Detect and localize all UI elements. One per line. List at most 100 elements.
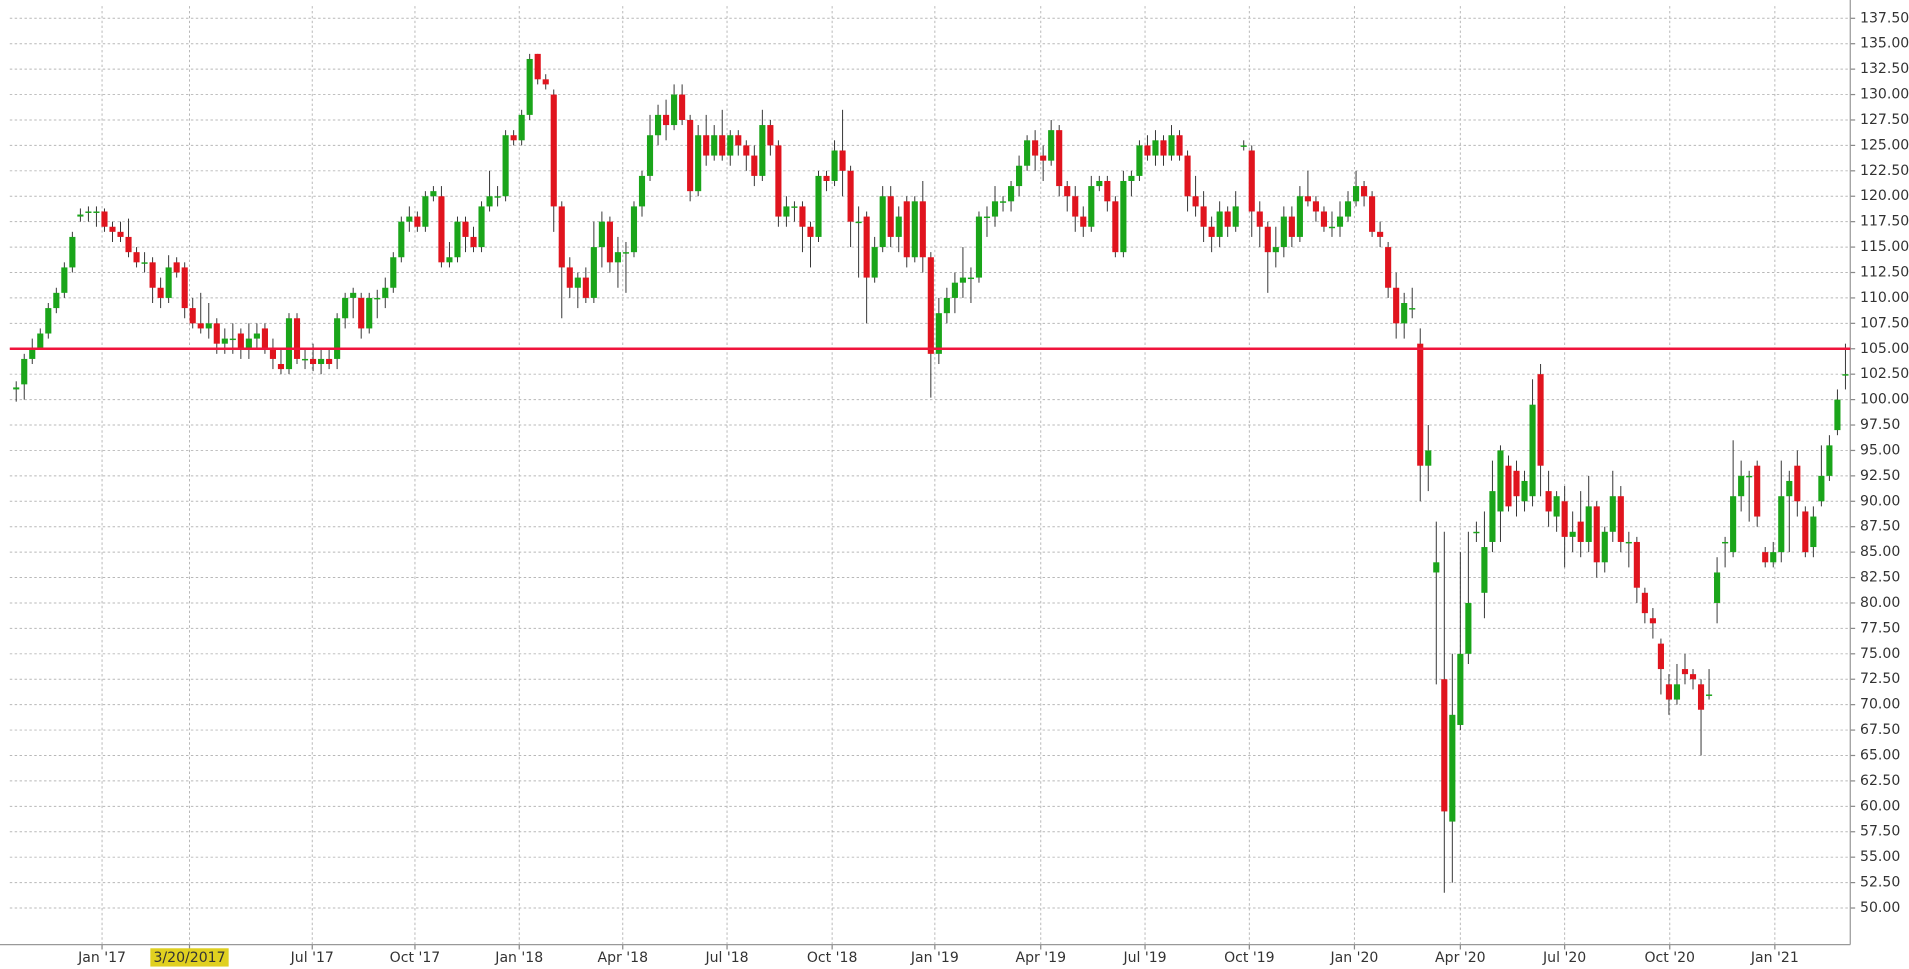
y-tick-label: 70.00 xyxy=(1860,697,1900,713)
candle-body xyxy=(213,323,220,344)
candle-body xyxy=(69,236,76,268)
candle-body xyxy=(534,53,541,80)
candle-body xyxy=(911,201,918,258)
y-tick-label: 55.00 xyxy=(1860,849,1900,865)
candle-body xyxy=(1168,135,1175,156)
candle-body xyxy=(903,201,910,258)
candle-body xyxy=(1056,130,1063,187)
candle-body xyxy=(454,221,461,258)
candle-body xyxy=(1593,506,1600,563)
candle-body xyxy=(1152,140,1159,156)
y-tick-label: 100.00 xyxy=(1860,392,1909,408)
candle-body xyxy=(45,308,52,334)
candle-body xyxy=(590,247,597,298)
candle-body xyxy=(1248,150,1255,212)
candle-body xyxy=(1714,572,1721,603)
candle-body xyxy=(1826,445,1833,476)
candle-body xyxy=(1738,475,1745,497)
candle-body xyxy=(350,292,357,298)
candle-body xyxy=(855,221,862,224)
y-tick-label: 50.00 xyxy=(1860,900,1900,916)
candle-body xyxy=(871,247,878,278)
candle-body xyxy=(1120,180,1127,253)
candle-body xyxy=(326,358,333,365)
candle-body xyxy=(1320,211,1328,227)
candle-body xyxy=(654,114,662,136)
candle-body xyxy=(1184,155,1191,197)
x-tick-label: Oct '19 xyxy=(1224,950,1275,966)
candle-body xyxy=(510,135,517,141)
candle-body xyxy=(1361,186,1368,197)
y-tick-label: 107.50 xyxy=(1860,315,1909,331)
candle-body xyxy=(679,94,686,120)
candle-body xyxy=(1264,226,1271,253)
candle-body xyxy=(606,221,613,263)
y-tick-label: 110.00 xyxy=(1860,290,1909,306)
candle-body xyxy=(1569,531,1576,537)
candle-body xyxy=(582,277,589,298)
y-tick-label: 60.00 xyxy=(1860,798,1900,814)
candle-body xyxy=(462,221,469,237)
candle-body xyxy=(999,201,1007,203)
candle-body xyxy=(807,226,814,237)
x-tick-label: Oct '20 xyxy=(1644,950,1695,966)
candle-body xyxy=(486,196,493,207)
y-tick-label: 85.00 xyxy=(1860,544,1900,560)
candle-body xyxy=(887,196,894,237)
candle-body xyxy=(101,211,108,227)
candle-body xyxy=(390,257,397,288)
candle-body xyxy=(1096,180,1103,187)
candle-body xyxy=(991,201,999,217)
candle-body xyxy=(1497,450,1504,512)
candle-body xyxy=(414,216,421,227)
candle-body xyxy=(1810,516,1817,548)
candle-body xyxy=(919,201,926,258)
candle-body xyxy=(406,216,413,222)
candle-body xyxy=(205,323,212,329)
candle-body xyxy=(1425,450,1432,466)
candle-body xyxy=(751,155,758,176)
candle-body xyxy=(598,221,605,248)
candle-body xyxy=(1192,196,1199,207)
candle-body xyxy=(863,216,870,278)
candle-body xyxy=(141,262,148,264)
candle-body xyxy=(1537,374,1544,466)
x-tick-label: Apr '20 xyxy=(1435,950,1486,966)
candle-body xyxy=(719,135,726,156)
candle-body xyxy=(967,277,975,280)
cursor-label-bg xyxy=(150,948,229,967)
candle-body xyxy=(229,338,236,341)
candle-body xyxy=(165,267,172,298)
candle-body xyxy=(1521,480,1528,502)
y-tick-label: 105.00 xyxy=(1860,341,1909,357)
candle-body xyxy=(149,262,156,288)
y-tick-label: 82.50 xyxy=(1860,570,1900,586)
candle-body xyxy=(366,297,373,329)
y-tick-label: 127.50 xyxy=(1860,112,1909,128)
candle-body xyxy=(1633,541,1640,588)
candle-body xyxy=(1328,226,1336,229)
candle-body xyxy=(735,135,742,146)
x-tick-label: Oct '18 xyxy=(807,950,858,966)
candle-body xyxy=(703,135,710,156)
candle-body xyxy=(398,221,405,258)
candle-body xyxy=(318,358,325,365)
candle-body xyxy=(815,175,822,237)
candle-body xyxy=(309,358,317,365)
candle-body xyxy=(1665,684,1673,700)
candle-body xyxy=(1377,231,1384,237)
y-tick-label: 72.50 xyxy=(1860,671,1900,687)
candle-body xyxy=(301,358,309,361)
candle-body xyxy=(1272,247,1279,253)
candle-body xyxy=(494,196,501,198)
candle-body xyxy=(1352,186,1360,202)
candle-body xyxy=(334,318,341,359)
candle-body xyxy=(743,145,750,156)
y-tick-label: 92.50 xyxy=(1860,468,1900,484)
candle-body xyxy=(983,216,991,219)
candle-body xyxy=(1585,506,1592,542)
candle-body xyxy=(1176,135,1183,156)
candle-body xyxy=(1577,521,1584,542)
candle-body xyxy=(1240,145,1247,147)
